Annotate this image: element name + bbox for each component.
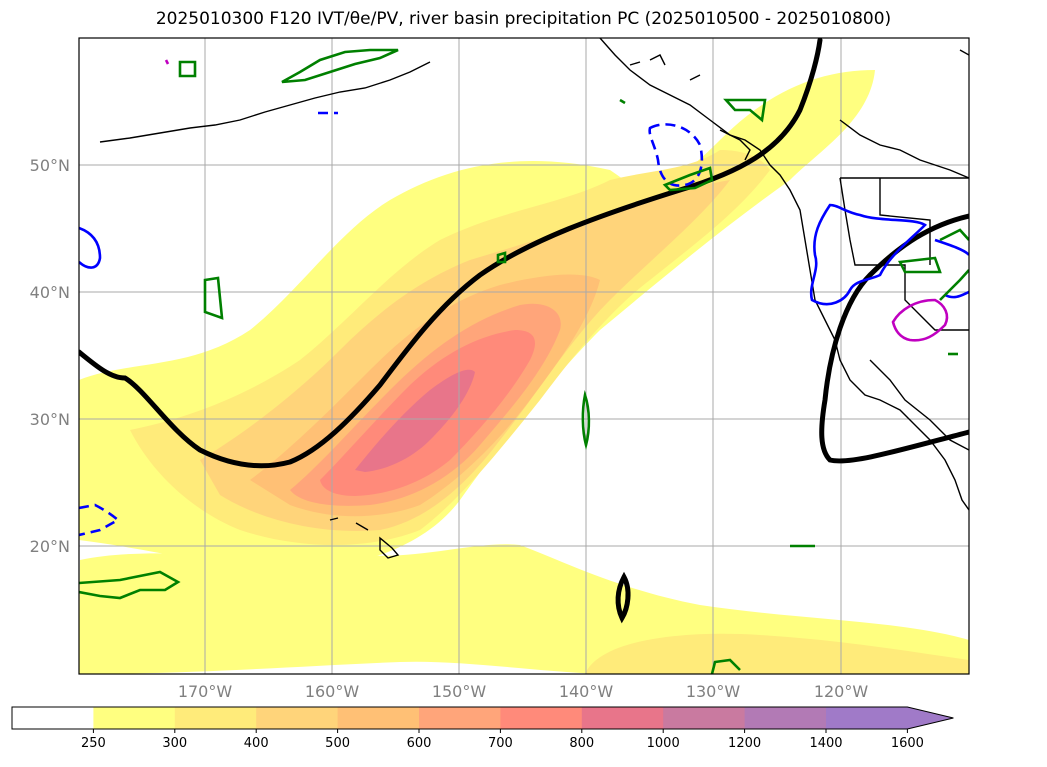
colorbar-segment bbox=[12, 707, 94, 729]
colorbar-tick-label: 600 bbox=[407, 736, 432, 751]
colorbar-segment bbox=[826, 707, 908, 729]
lat-label-30n: 30°N bbox=[30, 410, 70, 429]
colorbar-tick-label: 400 bbox=[244, 736, 269, 751]
colorbar-segment bbox=[744, 707, 827, 729]
precip-contours-green bbox=[79, 48, 969, 674]
lon-label-150w: 150°W bbox=[432, 682, 487, 701]
colorbar-tick-label: 300 bbox=[162, 736, 187, 751]
coastlines bbox=[99, 38, 969, 559]
lon-label-130w: 130°W bbox=[686, 682, 741, 701]
colorbar-tick-label: 700 bbox=[488, 736, 513, 751]
lat-label-50n: 50°N bbox=[30, 156, 70, 175]
map-title: 2025010300 F120 IVT/θe/PV, river basin p… bbox=[155, 9, 892, 29]
colorbar-segment bbox=[256, 707, 339, 729]
colorbar-segment bbox=[419, 707, 501, 729]
pv-contours-blue bbox=[79, 203, 969, 306]
colorbar-segment bbox=[337, 707, 420, 729]
lon-label-170w: 170°W bbox=[178, 682, 233, 701]
lat-label-20n: 20°N bbox=[30, 537, 70, 556]
precip-contours-magenta bbox=[164, 59, 949, 342]
colorbar-segment bbox=[93, 707, 176, 729]
colorbar-tick-label: 800 bbox=[569, 736, 594, 751]
map-frame bbox=[78, 37, 970, 675]
colorbar-tick-label: 500 bbox=[325, 736, 350, 751]
pv-contours-blue-dashed bbox=[79, 111, 704, 537]
colorbar-tick-label: 1400 bbox=[809, 736, 842, 751]
colorbar: 250 300 400 500 600 700 800 1000 1200 1400 1600 bbox=[11, 706, 954, 751]
colorbar-segment bbox=[581, 707, 664, 729]
lon-label-160w: 160°W bbox=[305, 682, 360, 701]
graticule bbox=[79, 38, 969, 674]
colorbar-tick-label: 250 bbox=[81, 736, 106, 751]
colorbar-segment bbox=[174, 707, 257, 729]
colorbar-segment bbox=[500, 707, 583, 729]
colorbar-tick-label: 1600 bbox=[891, 736, 924, 751]
lat-label-40n: 40°N bbox=[30, 283, 70, 302]
colorbar-tick-label: 1000 bbox=[647, 736, 680, 751]
colorbar-segment bbox=[663, 707, 746, 729]
lon-label-120w: 120°W bbox=[814, 682, 869, 701]
colorbar-outline bbox=[11, 706, 954, 730]
colorbar-extend-arrow bbox=[907, 707, 954, 729]
map-content bbox=[79, 38, 969, 674]
lon-label-140w: 140°W bbox=[559, 682, 614, 701]
colorbar-tick-label: 1200 bbox=[728, 736, 761, 751]
